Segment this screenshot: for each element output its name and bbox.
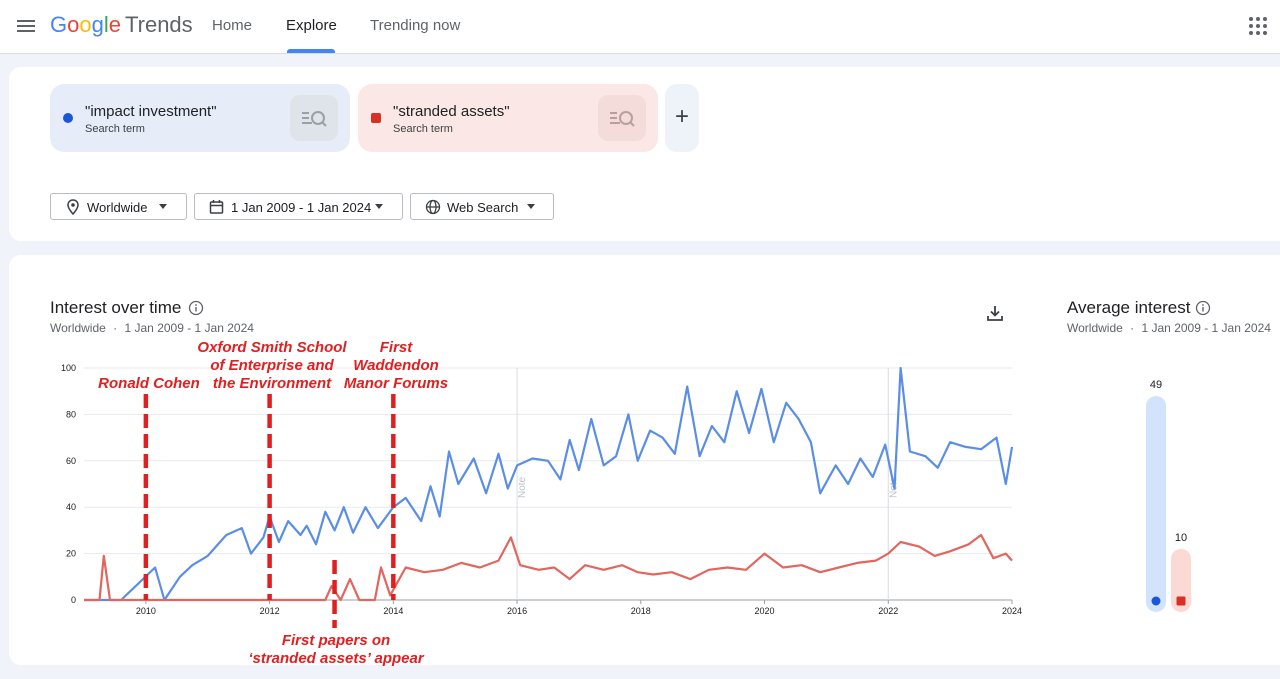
tab-trending-now[interactable]: Trending now: [370, 17, 461, 34]
chevron-down-icon: [159, 204, 167, 209]
average-range: 1 Jan 2009 - 1 Jan 2024: [1141, 321, 1271, 335]
top-bar: Google Trends Home Explore Trending now: [0, 0, 1280, 54]
x-tick-label: 2018: [631, 606, 651, 616]
x-tick-label: 2010: [136, 606, 156, 616]
interest-over-time-title: Interest over time: [50, 298, 182, 317]
y-tick-label: 60: [66, 456, 76, 466]
term-type: Search term: [393, 123, 453, 135]
series-color-dot: [1176, 596, 1186, 606]
tab-explore[interactable]: Explore: [286, 17, 337, 34]
note-label: Note: [517, 476, 528, 498]
average-interest-bar: [1171, 548, 1191, 612]
y-tick-label: 80: [66, 409, 76, 419]
x-tick-label: 2022: [878, 606, 898, 616]
interest-region: Worldwide: [50, 321, 106, 335]
impact-investment-series-line: [84, 366, 1014, 602]
annotation-label: ‘stranded assets’ appear: [248, 650, 425, 667]
term-name: "stranded assets": [393, 103, 510, 120]
separator-dot: ·: [113, 321, 118, 335]
trends-wordmark: Trends: [125, 12, 193, 37]
chevron-down-icon: [375, 204, 383, 209]
y-tick-label: 20: [66, 549, 76, 559]
date-range-label: 1 Jan 2009 - 1 Jan 2024: [231, 200, 372, 215]
google-trends-logo[interactable]: Google Trends: [50, 12, 193, 38]
series-color-dot: [1151, 596, 1161, 606]
annotation-label: of Enterprise and: [210, 357, 334, 374]
annotation-label: Manor Forums: [344, 375, 448, 392]
average-interest-title: Average interest: [1067, 298, 1191, 317]
average-interest-value: 49: [1150, 379, 1162, 391]
series-color-dot: [371, 113, 381, 123]
term-search-button[interactable]: [290, 95, 338, 141]
x-tick-label: 2012: [260, 606, 280, 616]
download-icon[interactable]: [986, 304, 1004, 322]
interest-card: [9, 255, 1280, 665]
add-icon: +: [674, 103, 689, 130]
series-color-dot: [63, 113, 73, 123]
google-wordmark: Google: [50, 12, 122, 37]
calendar-icon: [209, 200, 224, 214]
average-interest-bar: [1146, 396, 1166, 612]
apps-icon[interactable]: [1248, 16, 1268, 36]
x-tick-label: 2016: [507, 606, 527, 616]
active-tab-indicator: [287, 49, 335, 53]
add-comparison-button[interactable]: +: [665, 84, 699, 152]
info-icon[interactable]: [1195, 300, 1211, 316]
annotation-label: Waddendon: [353, 357, 439, 374]
search-icon: [302, 111, 327, 127]
date-range-filter[interactable]: 1 Jan 2009 - 1 Jan 2024: [194, 193, 403, 220]
interest-range: 1 Jan 2009 - 1 Jan 2024: [124, 321, 254, 335]
x-tick-label: 2024: [1002, 606, 1022, 616]
x-tick-label: 2014: [383, 606, 403, 616]
separator-dot: ·: [1130, 321, 1135, 335]
search-property-label: Web Search: [447, 200, 519, 215]
y-tick-label: 100: [61, 363, 76, 373]
term-type: Search term: [85, 123, 145, 135]
search-term-chip-stranded-assets[interactable]: "stranded assets" Search term: [358, 84, 658, 152]
globe-icon: [425, 199, 441, 215]
info-icon[interactable]: [188, 300, 204, 316]
menu-icon[interactable]: [14, 14, 38, 38]
y-tick-label: 40: [66, 502, 76, 512]
average-subtitle: Worldwide · 1 Jan 2009 - 1 Jan 2024: [1067, 321, 1271, 335]
average-interest-value: 10: [1175, 532, 1187, 544]
region-label: Worldwide: [87, 200, 148, 215]
average-region: Worldwide: [1067, 321, 1123, 335]
location-pin-icon: [67, 199, 79, 215]
term-search-button[interactable]: [598, 95, 646, 141]
region-filter[interactable]: Worldwide: [50, 193, 187, 220]
x-tick-label: 2020: [755, 606, 775, 616]
annotation-label: the Environment: [213, 375, 332, 392]
search-term-chip-impact-investment[interactable]: "impact investment" Search term: [50, 84, 350, 152]
search-icon: [610, 111, 635, 127]
chevron-down-icon: [527, 204, 535, 209]
tab-home[interactable]: Home: [212, 17, 253, 34]
search-property-filter[interactable]: Web Search: [410, 193, 554, 220]
annotation-label: Oxford Smith School: [197, 339, 347, 356]
y-tick-label: 0: [71, 595, 76, 605]
interest-subtitle: Worldwide · 1 Jan 2009 - 1 Jan 2024: [50, 321, 254, 335]
term-name: "impact investment": [85, 103, 217, 120]
annotation-label: First papers on: [282, 632, 390, 649]
annotation-label: First: [380, 339, 414, 356]
stranded-assets-series-line: [84, 533, 1013, 602]
annotation-label: Ronald Cohen: [98, 375, 200, 392]
